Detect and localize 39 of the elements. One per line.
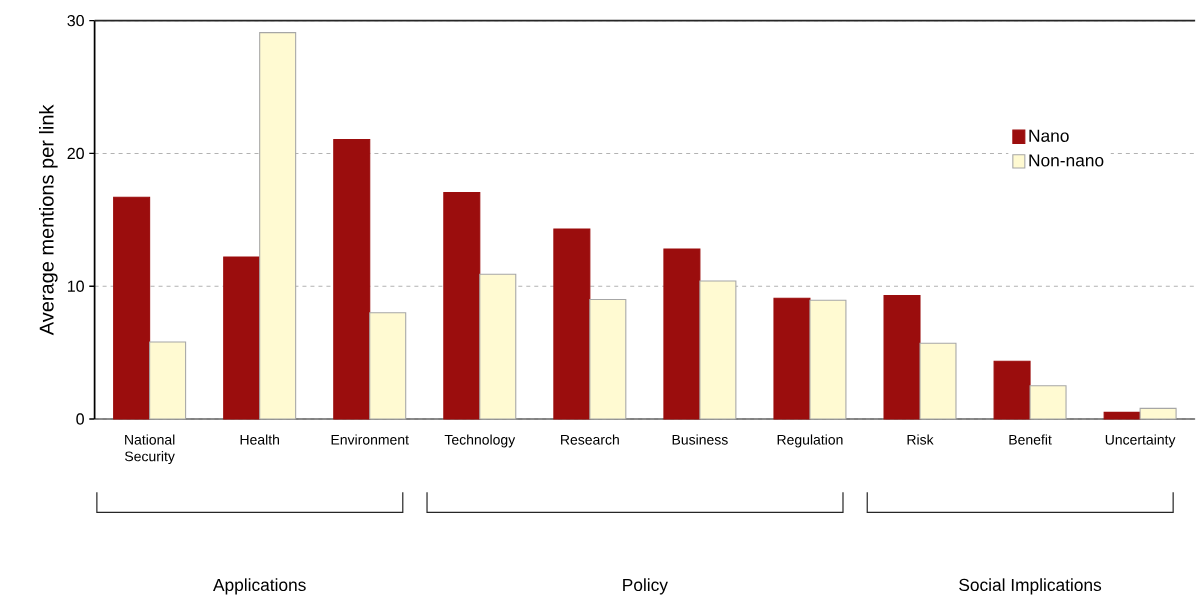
x-tick-label: Regulation [777,434,843,448]
x-tick-label: Health [240,434,279,445]
x-tick-label: Benefit [1009,434,1052,445]
legend-label: Nano [1029,130,1069,143]
bar [1029,385,1067,420]
text: Policy [623,578,668,595]
bar [589,299,627,420]
bar [223,256,261,420]
bar [663,248,701,420]
bar [919,343,957,420]
x-tick-label: Risk [907,434,934,445]
bar [809,299,847,420]
bar [1139,408,1177,420]
y-tick-label: 30 [67,15,84,27]
bar [773,297,811,420]
text: Social Implications [959,578,1102,595]
bar [993,360,1031,420]
bar [883,295,921,420]
y-tick-label: 20 [67,148,84,160]
y-tick-label: 10 [68,280,84,293]
x-tick-label: Uncertainty [1105,434,1176,448]
x-tick-label: Business [672,434,728,445]
legend-label: Non-nano [1029,154,1104,167]
bar [113,196,151,420]
bar [369,312,407,420]
y-tick-label: 0 [76,413,84,425]
bar [1103,412,1141,420]
bar [149,341,187,420]
bar [479,273,517,420]
bar [443,192,481,420]
y-axis-title: Average mentions per link [39,104,58,336]
x-tick-label: Technology [444,434,516,448]
x-tick-label: Research [561,434,619,445]
bar [553,228,591,420]
x-tick-label: National Security [124,434,175,465]
x-tick-label: Environment [331,434,409,445]
bar [333,139,371,420]
bar [699,280,737,420]
text: Applications [213,578,306,595]
